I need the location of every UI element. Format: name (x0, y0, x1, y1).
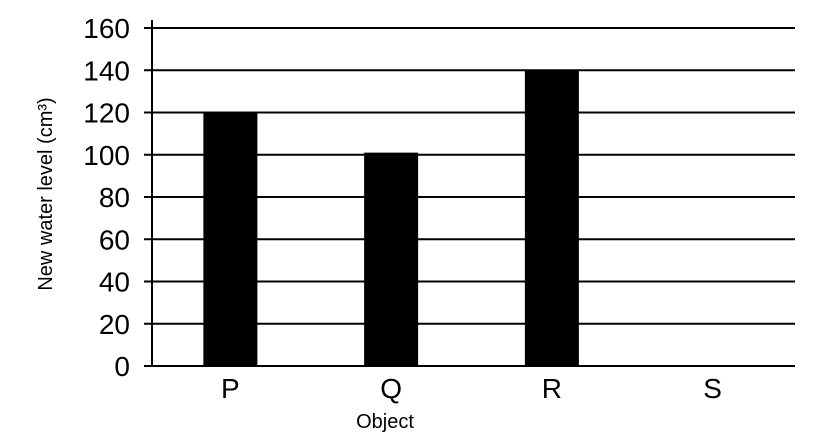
y-tick-label-60: 60 (99, 224, 130, 255)
y-tick-label-20: 20 (99, 309, 130, 340)
axes-layer (144, 20, 795, 367)
grid-layer (152, 27, 795, 325)
y-tick-labels: 0 20 40 60 80 100 120 140 160 (83, 13, 130, 382)
y-axis-title: New water level (cm³) (35, 97, 57, 290)
y-tick-label-120: 120 (83, 98, 130, 129)
bar-R (524, 70, 579, 366)
y-tick-label-0: 0 (114, 351, 130, 382)
bar-P (203, 112, 258, 366)
x-tick-label-Q: Q (380, 373, 402, 404)
y-tick-label-40: 40 (99, 267, 130, 298)
y-tick-label-160: 160 (83, 13, 130, 44)
x-axis-title: Object (356, 411, 414, 433)
x-tick-labels: P Q R S (221, 373, 722, 404)
bar-Q (364, 152, 419, 366)
y-tick-label-80: 80 (99, 182, 130, 213)
x-tick-label-R: R (542, 373, 562, 404)
y-tick-label-100: 100 (83, 140, 130, 171)
x-tick-label-P: P (221, 373, 240, 404)
y-tick-label-140: 140 (83, 55, 130, 86)
x-tick-label-S: S (703, 373, 722, 404)
bars-layer (203, 70, 579, 366)
